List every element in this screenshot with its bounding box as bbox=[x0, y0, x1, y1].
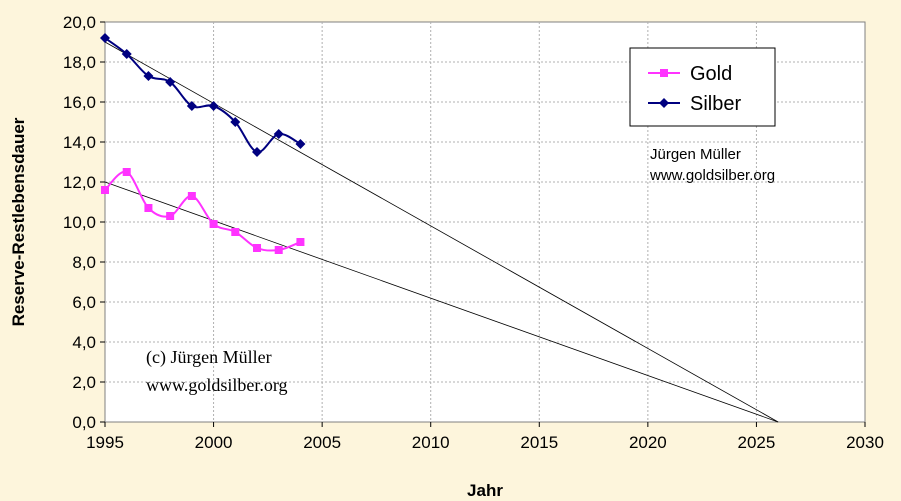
y-tick-label: 6,0 bbox=[72, 293, 96, 312]
watermark-name-right: Jürgen Müller bbox=[650, 146, 741, 163]
x-tick-label: 2025 bbox=[738, 433, 776, 452]
x-tick-label: 2010 bbox=[412, 433, 450, 452]
legend-silber-marker bbox=[659, 98, 669, 108]
point-silber bbox=[186, 101, 197, 111]
point-silber bbox=[208, 101, 219, 111]
copyright-name: (c) Jürgen Müller bbox=[146, 347, 272, 368]
point-gold bbox=[231, 228, 240, 236]
series-line-silber bbox=[104, 37, 301, 154]
watermark-url-right: www.goldsilber.org bbox=[649, 167, 775, 184]
point-gold bbox=[253, 244, 261, 252]
x-tick-label: 2000 bbox=[195, 433, 233, 452]
legend-gold-marker bbox=[660, 69, 668, 77]
y-tick-label: 8,0 bbox=[72, 253, 96, 272]
legend-silber-label: Silber bbox=[690, 93, 741, 115]
y-tick-label: 4,0 bbox=[72, 333, 96, 352]
x-tick-label: 2030 bbox=[846, 433, 884, 452]
point-silber bbox=[143, 71, 154, 81]
point-silber bbox=[273, 129, 284, 139]
legend-gold-label: Gold bbox=[690, 63, 732, 85]
point-gold bbox=[296, 238, 305, 246]
y-tick-label: 0,0 bbox=[72, 413, 96, 432]
point-gold bbox=[144, 204, 153, 212]
y-tick-label: 2,0 bbox=[72, 373, 96, 392]
x-tick-label: 2005 bbox=[303, 433, 341, 452]
point-gold bbox=[101, 186, 109, 194]
point-gold bbox=[166, 212, 175, 220]
point-gold bbox=[187, 192, 196, 200]
point-silber bbox=[230, 117, 241, 127]
x-tick-label: 2015 bbox=[520, 433, 558, 452]
series-group bbox=[100, 33, 306, 254]
point-silber bbox=[295, 139, 306, 149]
legend: Gold Silber bbox=[629, 47, 776, 127]
copyright-url: www.goldsilber.org bbox=[146, 375, 288, 395]
point-silber bbox=[252, 147, 262, 157]
point-gold bbox=[209, 220, 218, 228]
series-line-gold bbox=[104, 170, 301, 252]
point-silber bbox=[165, 77, 176, 87]
y-tick-labels: 0,0 2,0 4,0 6,0 8,0 10,0 12,0 14,0 16,0 18,0 20,0 bbox=[63, 13, 105, 432]
x-tick-label: 1995 bbox=[86, 433, 124, 452]
x-tick-labels: 1995 2000 2005 2010 2015 2020 2025 2030 bbox=[86, 422, 884, 452]
point-silber bbox=[100, 33, 110, 43]
y-tick-label: 18,0 bbox=[63, 53, 96, 72]
y-tick-label: 12,0 bbox=[63, 173, 96, 192]
point-gold bbox=[122, 168, 131, 176]
x-axis-title: Jahr bbox=[467, 481, 503, 500]
y-tick-label: 20,0 bbox=[63, 13, 96, 32]
y-axis-title: Reserve-Restlebensdauer bbox=[9, 117, 28, 326]
point-gold bbox=[274, 246, 283, 254]
y-tick-label: 16,0 bbox=[63, 93, 96, 112]
legend-box bbox=[629, 47, 776, 127]
y-tick-label: 14,0 bbox=[63, 133, 96, 152]
point-silber bbox=[121, 49, 132, 59]
x-tick-label: 2020 bbox=[629, 433, 667, 452]
y-tick-label: 10,0 bbox=[63, 213, 96, 232]
